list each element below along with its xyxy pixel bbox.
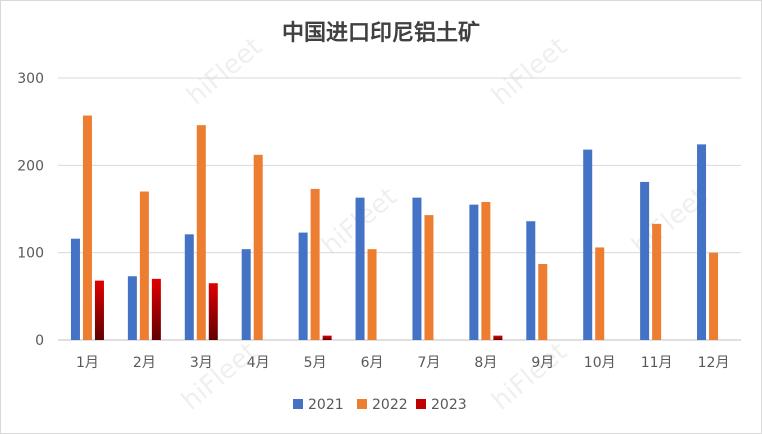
x-tick-label: 2月 <box>133 355 156 371</box>
bar-2021-6 <box>355 197 365 340</box>
bar-2022-5 <box>310 188 320 340</box>
y-tick-label: 300 <box>17 71 44 87</box>
bar-2022-6 <box>367 249 377 340</box>
x-tick-label: 6月 <box>361 355 384 371</box>
watermark-text: hiFleet <box>181 32 268 112</box>
y-tick-label: 0 <box>35 333 44 349</box>
legend-swatch-2022 <box>357 399 367 409</box>
x-tick-label: 10月 <box>584 355 616 371</box>
bars <box>70 115 719 340</box>
x-tick-label: 4月 <box>247 355 270 371</box>
y-tick-label: 200 <box>17 158 44 174</box>
bar-2021-11 <box>640 181 650 340</box>
bar-2022-9 <box>538 264 548 340</box>
legend-swatch-2021 <box>293 399 303 409</box>
legend-swatch-2023 <box>416 399 426 409</box>
bar-2022-7 <box>424 215 434 340</box>
y-tick-label: 100 <box>17 246 44 262</box>
bar-2022-3 <box>196 125 206 340</box>
bar-2021-7 <box>412 197 422 340</box>
x-tick-label: 7月 <box>417 355 440 371</box>
bar-2023-5 <box>322 335 332 340</box>
bar-2021-4 <box>241 249 251 340</box>
x-tick-label: 9月 <box>531 355 554 371</box>
bar-2023-2 <box>151 278 161 340</box>
y-axis-ticks: 0 100 200 300 <box>17 71 44 349</box>
bar-2022-10 <box>595 247 605 340</box>
legend-label-2021: 2021 <box>308 397 344 413</box>
bar-2021-1 <box>70 238 80 340</box>
gridlines <box>58 77 741 341</box>
bar-2022-11 <box>652 223 662 340</box>
legend: 2021 2022 2023 <box>293 397 467 413</box>
bar-2021-3 <box>184 234 194 340</box>
chart-title: 中国进口印尼铝土矿 <box>281 21 480 46</box>
bar-2021-9 <box>526 221 536 340</box>
x-tick-label: 12月 <box>698 355 730 371</box>
bar-2021-8 <box>469 204 479 340</box>
bar-2023-1 <box>94 280 104 340</box>
bar-2021-5 <box>298 232 308 340</box>
x-tick-label: 1月 <box>76 355 99 371</box>
bar-2022-4 <box>253 154 263 340</box>
watermark-text: hiFleet <box>486 32 573 112</box>
bar-2021-10 <box>583 149 593 340</box>
bar-2021-12 <box>697 144 707 340</box>
x-axis-ticks: 1月 2月 3月 4月 5月 6月 7月 8月 9月 10月 11月 12月 <box>76 355 729 371</box>
bar-2022-8 <box>481 202 491 340</box>
bar-2022-2 <box>139 191 149 340</box>
bar-2023-3 <box>208 283 218 340</box>
bar-2022-1 <box>82 115 92 340</box>
watermark-text: hiFleet <box>176 337 263 417</box>
bar-2021-2 <box>127 276 137 340</box>
x-tick-label: 8月 <box>474 355 497 371</box>
x-tick-label: 11月 <box>641 355 673 371</box>
x-tick-label: 3月 <box>190 355 213 371</box>
watermark-text: hiFleet <box>486 337 573 417</box>
legend-label-2023: 2023 <box>431 397 467 413</box>
bar-2022-12 <box>709 252 719 340</box>
bar-2023-8 <box>493 335 503 340</box>
legend-label-2022: 2022 <box>372 397 408 413</box>
x-tick-label: 5月 <box>304 355 327 371</box>
